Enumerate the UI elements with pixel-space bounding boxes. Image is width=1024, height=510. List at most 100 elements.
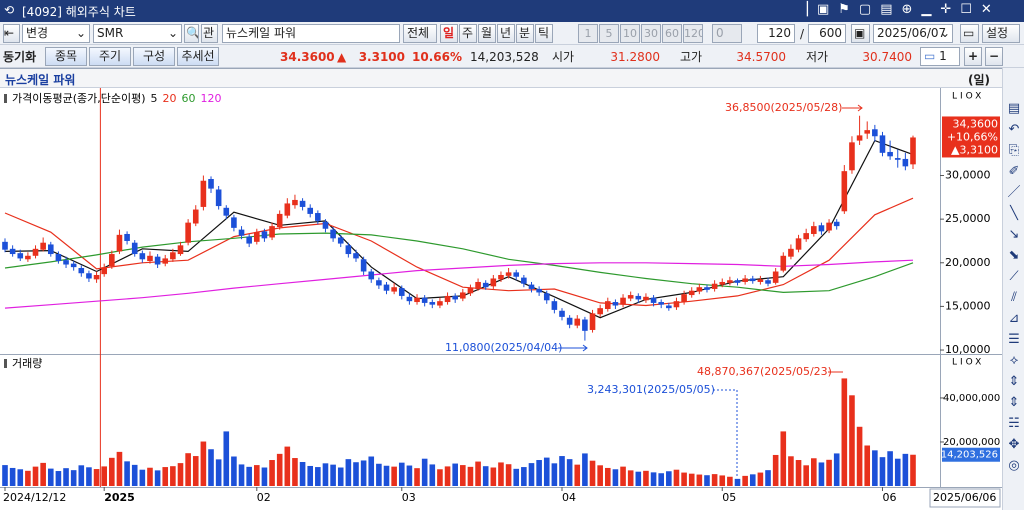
volume-bar [307,465,314,486]
candle-body [597,308,603,315]
symbol-input[interactable]: SMR ⌄ [93,24,182,43]
candle-body [765,280,771,284]
candle-body [536,288,542,293]
volume-bar [757,472,764,486]
x-tick-label: 05 [722,491,736,504]
period-button[interactable]: 일 [440,24,458,43]
candle-body [475,281,481,289]
volume-bar [818,462,825,486]
candle-body [780,255,787,271]
candle-body [795,238,802,250]
zoom-out[interactable]: − [985,47,1003,66]
candle-body [231,217,237,228]
candle-body [910,137,916,165]
candle-body [521,277,527,284]
candle-body [78,268,85,274]
change-select[interactable]: 변경 ⌄ [22,24,90,43]
period-button[interactable]: 틱 [535,24,553,43]
candle-body [559,310,565,317]
volume-bar [391,466,397,486]
volume-bar [864,445,871,486]
candle-body [353,253,359,259]
volume-bar [139,469,146,486]
volume-bar [330,464,336,486]
interval-button[interactable]: 30 [641,24,661,43]
volume-bar [215,459,222,486]
candle-body [604,301,611,310]
count-field[interactable]: 120 [757,24,795,43]
quote-button[interactable]: 구성 [133,47,175,66]
calendar-button[interactable]: ▣ [851,24,870,43]
candle-body [803,233,809,240]
quote-button[interactable]: 추세선 [177,47,219,66]
tool-icons[interactable]: ▤ ↶ ⎘ ✐ ／ ╲ ↘ ⬊ ⟋ ⫽ ⊿ ☰ ⟡ ⇕ ⇕ ☵ ✥ ◎ [1007,101,1021,473]
volume-bar [872,450,878,486]
candle-body [635,295,642,300]
settings-button[interactable]: 설정 [982,24,1020,43]
candle-body [879,135,886,153]
all-button[interactable]: 전체 [403,24,437,43]
volume-bar [170,466,176,486]
candle-body [376,280,382,286]
candle-body [551,301,558,310]
volume-bar [749,474,756,486]
candle-body [261,231,268,239]
candle-body [307,207,314,214]
period-button[interactable]: 분 [516,24,534,43]
candle-body [25,255,31,260]
candle-body [490,278,497,287]
date-field[interactable]: 2025/06/07 ⌄ [873,24,953,43]
quote-button[interactable]: 종목 [45,47,87,66]
panel-icons[interactable]: LIOX [952,92,984,102]
interval-button[interactable]: 120 [683,24,703,43]
period-button[interactable]: 년 [497,24,515,43]
volume-bar [360,460,367,486]
candle-body [246,236,252,244]
volume-bar [200,441,207,486]
spin-field[interactable]: 0 [712,24,742,43]
x-end-label: 2025/06/06 [933,491,996,504]
search-button[interactable]: 🔍 [184,24,199,43]
candle-body [696,287,703,292]
volume-bar [566,459,573,486]
candle-body [711,283,718,289]
volume-bar [505,464,512,486]
volume-bar [322,463,329,486]
volume-bar [421,458,428,486]
candle-body [788,248,794,257]
quote-button[interactable]: 주기 [89,47,131,66]
volume-bar [437,469,443,486]
interval-button[interactable]: 60 [662,24,682,43]
volume-bar [597,465,603,486]
save-button[interactable]: ▭ [960,24,979,43]
volume-bar [284,446,291,486]
volume-bar [17,469,24,486]
period-button[interactable]: 월 [478,24,496,43]
candle-body [269,226,275,238]
interval-button[interactable]: 1 [578,24,598,43]
volume-bar [841,378,848,486]
candle-body [902,158,909,167]
candle-body [719,281,726,285]
volume-bar [887,451,893,486]
panel-icons[interactable]: LIOX [952,358,984,368]
window-controls[interactable]: ▕▣⚑▢▤⊕▁✛☐✕ [798,2,1001,17]
candle-body [406,296,413,302]
current-price-label: ▲3,3100 [951,143,998,156]
volume-bar [589,460,596,486]
high-label: 고가 [680,50,703,64]
period-button[interactable]: 주 [459,24,477,43]
guan-button[interactable]: 관 [201,24,218,43]
candle-body [742,278,748,282]
volume-bar [109,457,115,486]
x-tick-label: 03 [402,491,416,504]
interval-button[interactable]: 5 [599,24,619,43]
y-tick-label: 40,000,000 [943,393,1000,404]
y-tick-label: 30,0000 [945,169,991,182]
volume-bar [177,463,184,486]
candle-body [811,226,817,234]
zoom-in[interactable]: + [964,47,982,66]
interval-button[interactable]: 10 [620,24,640,43]
spin-input[interactable]: ▭ 1 [920,47,960,66]
first-button[interactable]: ⇤ [3,24,20,43]
